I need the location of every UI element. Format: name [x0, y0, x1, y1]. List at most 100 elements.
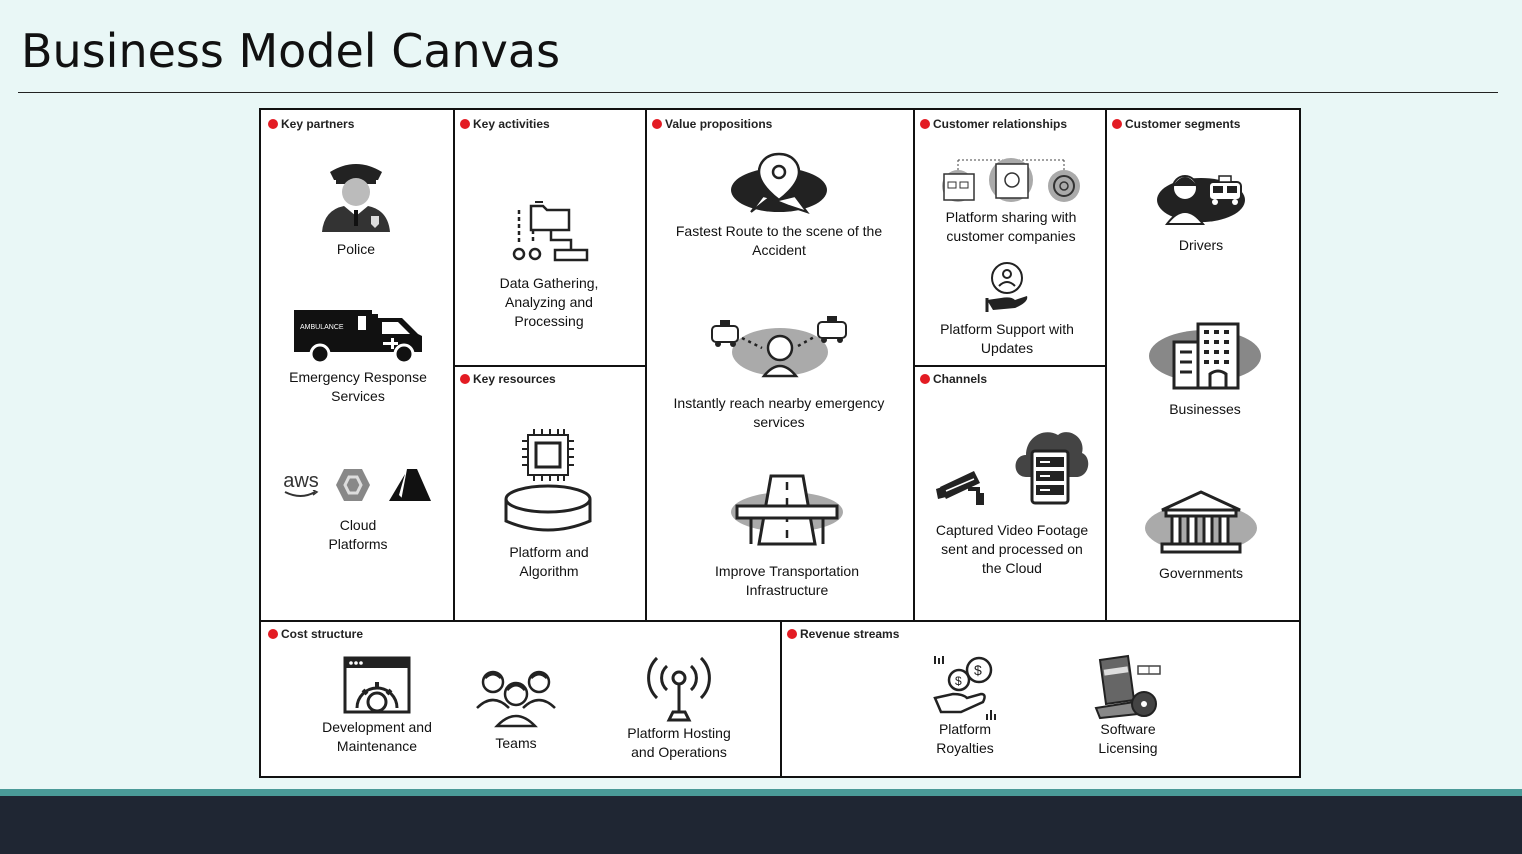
shared-network-icon — [942, 158, 1080, 202]
cost-structure-header: Cost structure — [268, 627, 363, 641]
cost-development: Development and Maintenance — [297, 656, 457, 756]
key-partners-label: Key partners — [281, 117, 355, 131]
relationship-platform-sharing: Platform sharing with customer companies — [917, 156, 1105, 246]
segment-businesses: Businesses — [1115, 322, 1295, 419]
key-activities-block: Key activities Data Gathering, Analyzing… — [453, 110, 647, 367]
cost-development-label: Development and Maintenance — [322, 719, 432, 754]
channels-label: Channels — [933, 372, 988, 386]
value-propositions-header: Value propositions — [652, 117, 772, 131]
bullet-dot-icon — [460, 119, 470, 129]
partner-police-label: Police — [336, 241, 376, 257]
footer-accent-stripe — [0, 789, 1522, 796]
key-activities-header: Key activities — [460, 117, 550, 131]
revenue-licensing-label: Software Licensing — [1098, 721, 1158, 756]
cost-structure-label: Cost structure — [281, 627, 364, 641]
key-resources-label: Key resources — [473, 372, 556, 386]
value-propositions-block: Value propositions Fastest Route to the … — [645, 110, 915, 622]
user-support-icon — [985, 262, 1028, 312]
page-title: Business Model Canvas — [21, 24, 561, 78]
cost-teams: Teams — [451, 666, 581, 753]
google-cloud-hexagon-icon — [336, 469, 370, 501]
partner-cloud-platforms: aws Cloud Platforms — [271, 468, 445, 554]
footer-bar — [0, 796, 1522, 854]
ambulance-icon: AMBULANCE — [294, 310, 422, 364]
key-activities-label: Key activities — [473, 117, 550, 131]
business-model-canvas: Key partners Police AMBULANCE — [259, 108, 1301, 778]
azure-logo-icon — [389, 469, 431, 501]
segment-drivers: Drivers — [1111, 166, 1291, 255]
svg-text:$: $ — [974, 662, 982, 678]
value-propositions-label: Value propositions — [665, 117, 773, 131]
resource-platform-algorithm: Platform and Algorithm — [463, 427, 635, 581]
value-infrastructure: Improve Transportation Infrastructure — [661, 472, 913, 600]
key-resources-header: Key resources — [460, 372, 556, 386]
revenue-platform-royalties: $ $ Platform Royalties — [900, 654, 1030, 758]
customer-segments-label: Customer segments — [1125, 117, 1241, 131]
revenue-streams-block: Revenue streams $ $ Platform Royalties — [780, 620, 1299, 776]
bullet-dot-icon — [652, 119, 662, 129]
police-officer-icon — [322, 164, 390, 232]
office-building-icon — [1149, 322, 1261, 390]
bullet-dot-icon — [268, 119, 278, 129]
customer-segments-block: Customer segments Drivers — [1105, 110, 1299, 622]
bullet-dot-icon — [460, 374, 470, 384]
bullet-dot-icon — [920, 119, 930, 129]
cloud-server-icon — [1015, 432, 1089, 505]
channels-block: Channels Captured — [913, 365, 1107, 622]
bullet-dot-icon — [1112, 119, 1122, 129]
money-hand-icon: $ $ — [933, 656, 996, 720]
chip-platform-icon — [504, 429, 592, 532]
segment-governments: Governments — [1111, 490, 1291, 583]
bullet-dot-icon — [268, 629, 278, 639]
channels-header: Channels — [920, 372, 987, 386]
customer-relationships-header: Customer relationships — [920, 117, 1067, 131]
relationship-platform-support: Platform Support with Updates — [913, 260, 1101, 358]
relationship-sharing-label: Platform sharing with customer companies — [945, 209, 1077, 244]
cloud-logos: aws — [283, 468, 433, 502]
cost-structure-block: Cost structure Development and Maintenan… — [261, 620, 782, 776]
key-partners-block: Key partners Police AMBULANCE — [261, 110, 455, 622]
customer-relationships-block: Customer relationships Platform sharing … — [913, 110, 1107, 367]
cost-hosting-label: Platform Hosting and Operations — [627, 725, 731, 760]
revenue-software-licensing: Software Licensing — [1063, 654, 1193, 758]
channel-video-label: Captured Video Footage sent and processe… — [935, 522, 1089, 576]
relationship-support-label: Platform Support with Updates — [940, 321, 1074, 356]
software-package-icon — [1094, 654, 1161, 720]
folder-hierarchy-icon — [512, 201, 589, 262]
value-fastest-route: Fastest Route to the scene of the Accide… — [653, 150, 905, 260]
segment-businesses-label: Businesses — [1169, 401, 1241, 417]
activity-data-processing: Data Gathering, Analyzing and Processing — [463, 200, 635, 331]
aws-logo: aws — [283, 471, 319, 498]
key-partners-header: Key partners — [268, 117, 354, 131]
partner-emergency-label: Emergency Response Services — [289, 369, 427, 404]
value-infrastructure-label: Improve Transportation Infrastructure — [715, 563, 859, 598]
value-reach-label: Instantly reach nearby emergency service… — [673, 395, 885, 430]
customer-relationships-label: Customer relationships — [933, 117, 1068, 131]
partner-emergency-services: AMBULANCE Emergency Response Services — [271, 306, 445, 406]
revenue-royalties-label: Platform Royalties — [936, 721, 994, 756]
activity-data-label: Data Gathering, Analyzing and Processing — [499, 275, 599, 329]
bullet-dot-icon — [920, 374, 930, 384]
value-fastest-label: Fastest Route to the scene of the Accide… — [675, 223, 883, 258]
segment-drivers-label: Drivers — [1178, 237, 1224, 253]
svg-text:$: $ — [955, 674, 962, 688]
partner-police: Police — [271, 154, 441, 259]
key-resources-block: Key resources Platform and Algorithm — [453, 365, 647, 622]
svg-text:AMBULANCE: AMBULANCE — [300, 324, 344, 331]
security-camera-icon — [936, 471, 984, 505]
revenue-streams-label: Revenue streams — [800, 627, 900, 641]
value-reach-services: Instantly reach nearby emergency service… — [653, 316, 905, 432]
resource-platform-label: Platform and Algorithm — [509, 544, 589, 579]
cost-platform-hosting: Platform Hosting and Operations — [599, 656, 759, 762]
government-building-icon — [1145, 490, 1257, 554]
driver-taxi-icon — [1157, 175, 1245, 225]
partner-cloud-label: Cloud Platforms — [328, 517, 388, 552]
highway-bridge-icon — [731, 474, 843, 546]
channel-video-footage: Captured Video Footage sent and processe… — [919, 425, 1105, 578]
revenue-streams-header: Revenue streams — [787, 627, 899, 641]
team-people-icon — [476, 670, 556, 728]
broadcast-antenna-icon — [647, 656, 711, 722]
customer-segments-header: Customer segments — [1112, 117, 1240, 131]
cost-teams-label: Teams — [495, 735, 537, 751]
driver-network-icon — [711, 316, 847, 378]
